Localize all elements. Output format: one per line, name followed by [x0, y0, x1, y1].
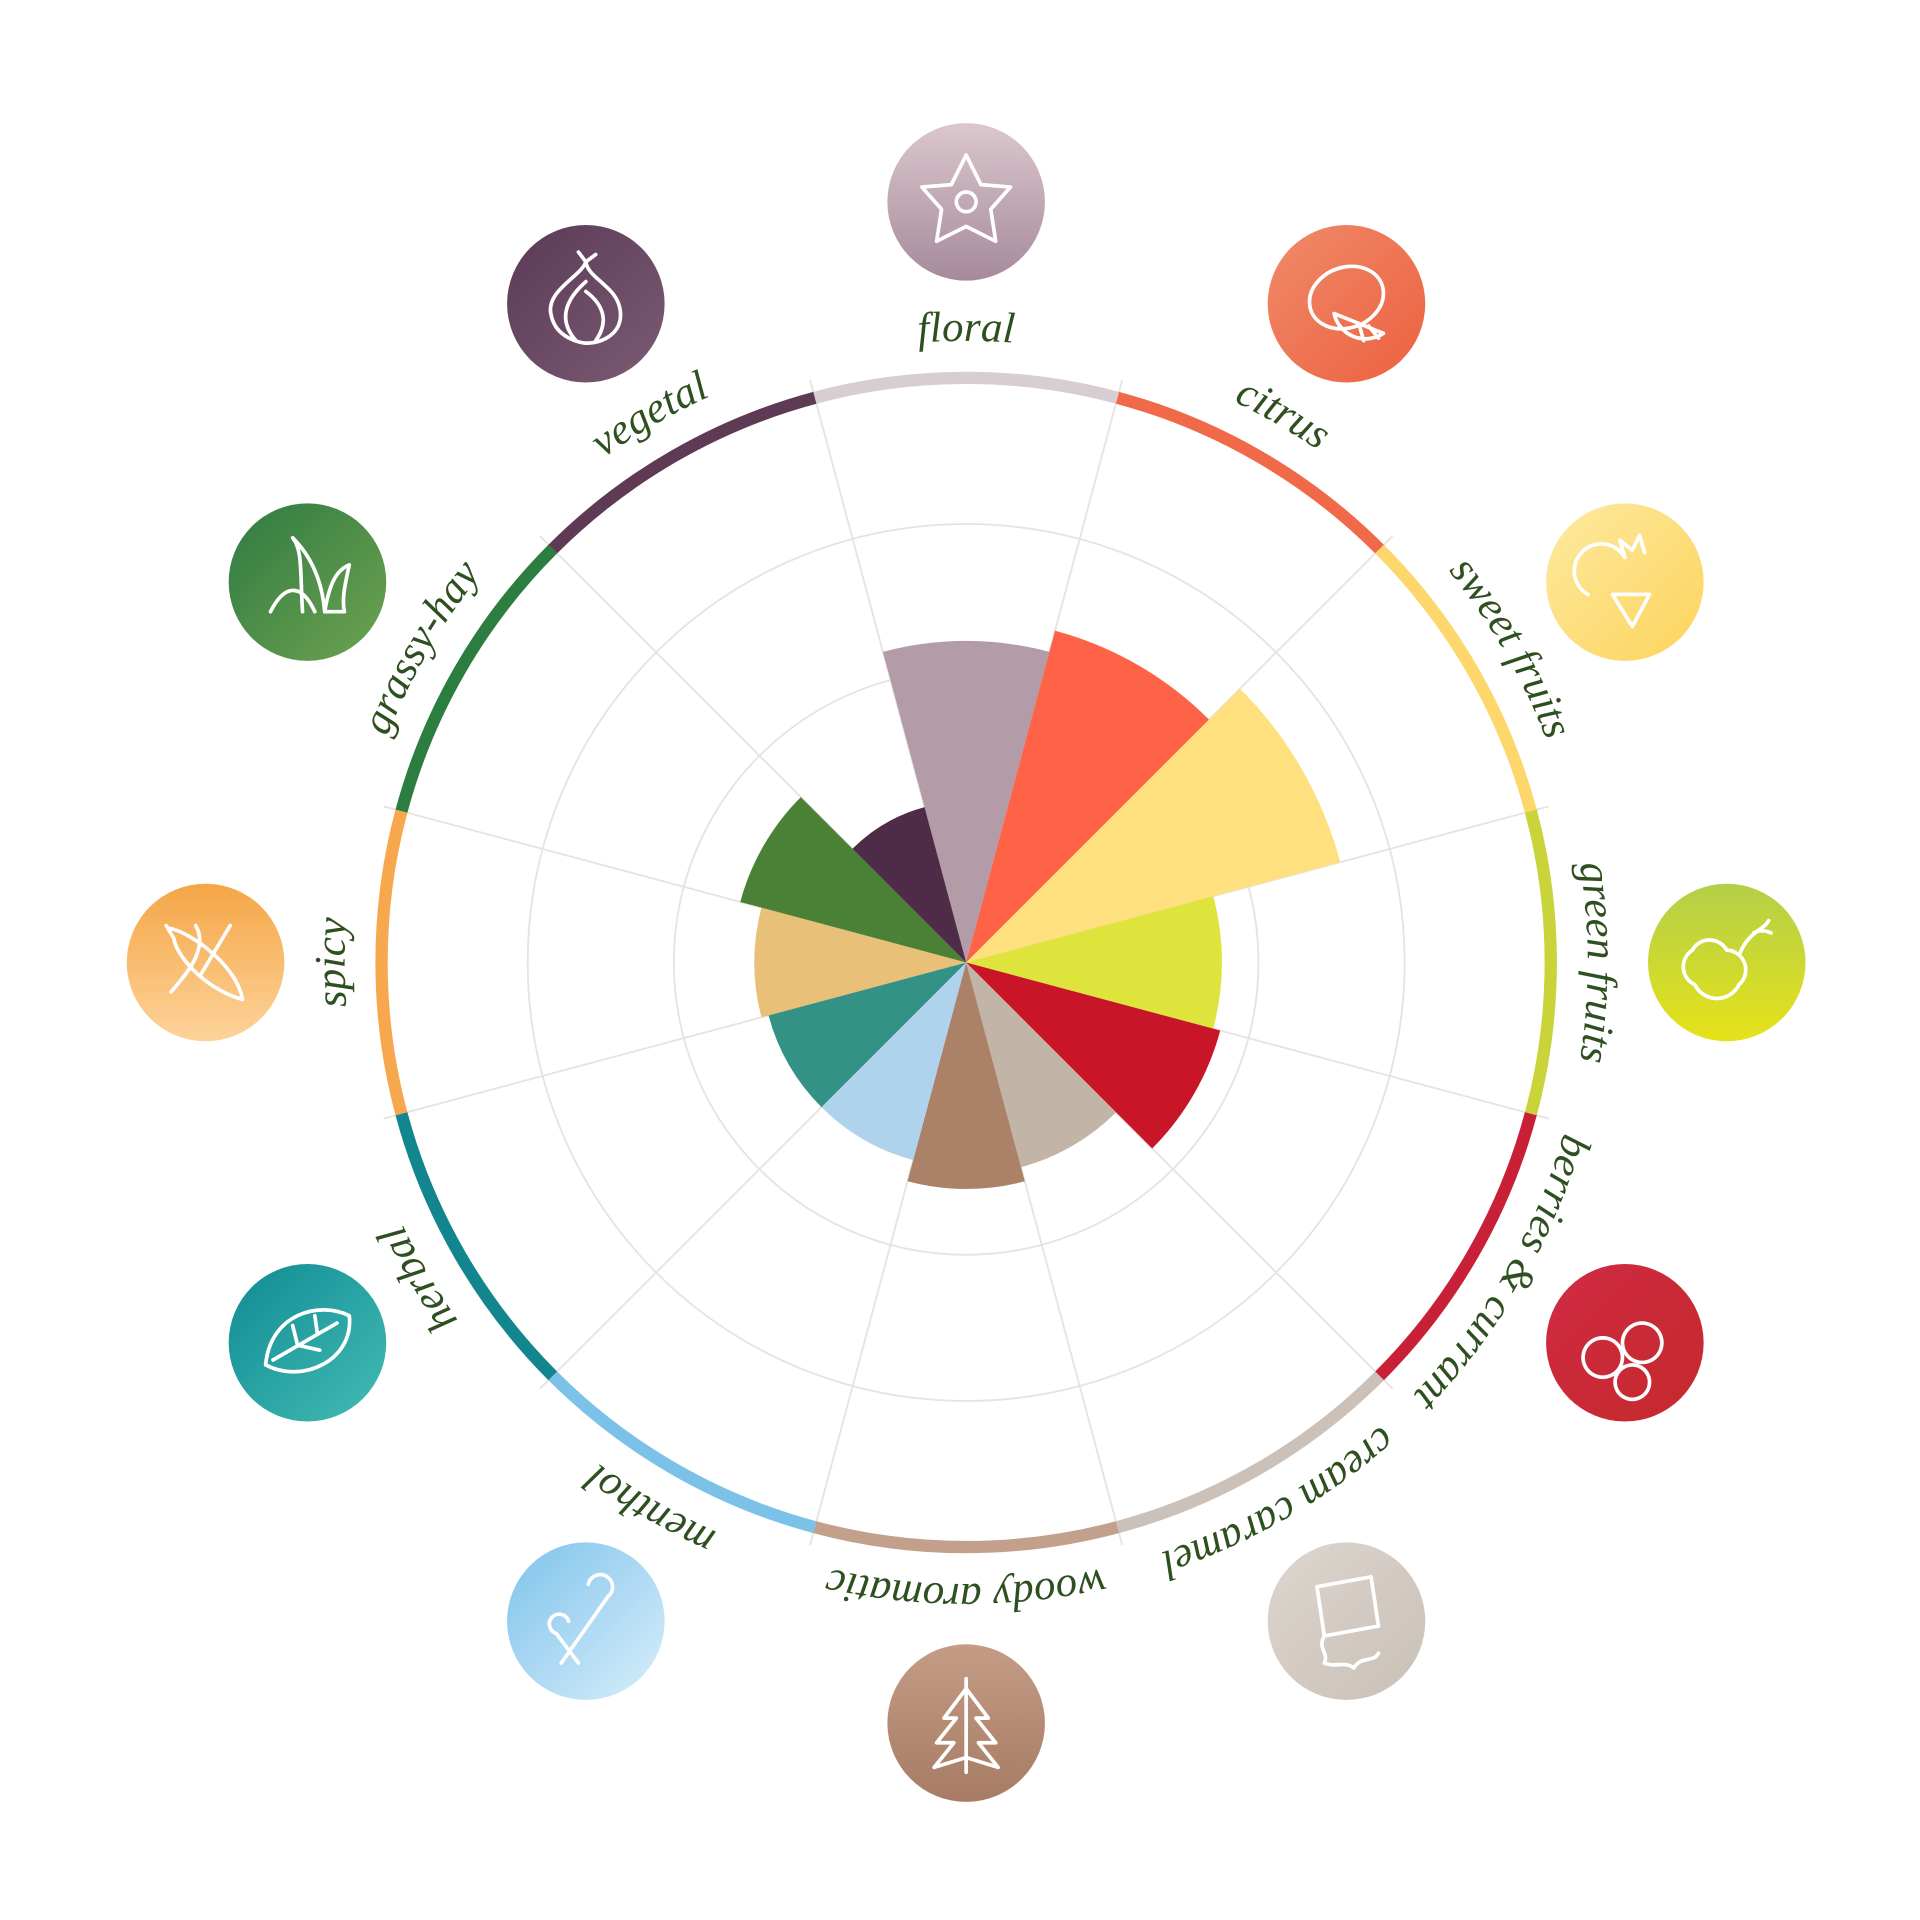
- ring-segment: [1375, 544, 1537, 813]
- wedges: [740, 630, 1341, 1189]
- grid-circle: [526, 523, 1406, 1402]
- ring-segment: [375, 809, 408, 1116]
- ring-segment: [1115, 1371, 1384, 1534]
- wedge-green-fruits: [966, 896, 1222, 1029]
- ring-segment: [813, 1521, 1120, 1554]
- pear-apple-icon: [1648, 883, 1806, 1042]
- wedge-berries-currant: [966, 962, 1221, 1149]
- onion-icon: [507, 224, 665, 383]
- leaf-icon: [228, 1264, 387, 1422]
- ring-segment: [813, 371, 1120, 404]
- ring-segment: [1115, 391, 1384, 554]
- fir-tree-icon: [887, 1644, 1045, 1802]
- ring-segment: [395, 544, 558, 813]
- chili-pepper-icon: [126, 883, 285, 1042]
- category-label: spicy: [308, 915, 357, 1009]
- wedge-citrus: [966, 630, 1210, 963]
- cream-icon: [1267, 1542, 1426, 1700]
- wedge-grassy-hay: [740, 797, 967, 963]
- lemon-icon: [1267, 224, 1426, 383]
- ring-segment: [548, 391, 817, 554]
- ring-segment: [395, 1112, 558, 1381]
- grid-spoke: [965, 962, 1124, 1546]
- wedge-cream-caramel: [966, 962, 1117, 1168]
- wedge-sweet-fruits: [966, 688, 1341, 963]
- category-label: woody aromatic: [821, 1559, 1111, 1621]
- pineapple-melon-icon: [1546, 503, 1704, 661]
- berries-icon: [1546, 1264, 1704, 1422]
- wedge-floral: [882, 640, 1050, 963]
- category-icons: [126, 123, 1806, 1802]
- ring-segment: [1524, 809, 1557, 1116]
- wedge-spicy: [754, 907, 967, 1018]
- wedge-vegetal: [852, 807, 967, 963]
- flower-icon: [887, 123, 1045, 281]
- category-label: floral: [916, 304, 1017, 353]
- wedge-menthol: [821, 962, 967, 1161]
- candy-cane-icon: [507, 1542, 665, 1700]
- grass-icon: [228, 503, 387, 661]
- category-label: green fruits: [1570, 858, 1625, 1066]
- wedge-herbal: [768, 962, 967, 1108]
- ring-segment: [1375, 1112, 1537, 1381]
- ring-segment: [548, 1371, 817, 1534]
- outer-ring: [375, 371, 1557, 1554]
- grid-spoke: [809, 962, 968, 1546]
- wedge-woody-aromatic: [907, 962, 1025, 1189]
